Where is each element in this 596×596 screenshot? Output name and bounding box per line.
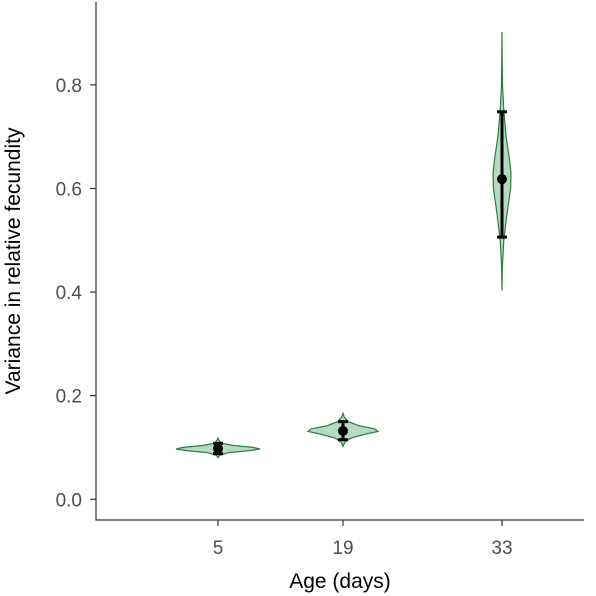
x-tick-label: 33 xyxy=(491,538,512,559)
axis-frame xyxy=(95,2,584,521)
mean-point-33 xyxy=(497,174,507,185)
y-tick-label: 0.6 xyxy=(56,179,82,200)
y-tick-label: 0.0 xyxy=(56,490,82,511)
plot-area xyxy=(175,31,512,459)
axes: 0.0 0.2 0.4 0.6 0.8 5 19 33 xyxy=(56,2,584,559)
mean-point-5 xyxy=(213,443,223,454)
x-axis-title: Age (days) xyxy=(289,570,391,593)
mean-point-19 xyxy=(338,425,348,436)
y-tick-label: 0.4 xyxy=(56,283,83,304)
y-tick-label: 0.8 xyxy=(56,76,82,97)
y-axis-title: Variance in relative fecundity xyxy=(2,127,25,394)
x-tick-label: 19 xyxy=(332,538,353,559)
x-tick-label: 5 xyxy=(213,538,224,559)
y-tick-label: 0.2 xyxy=(56,387,82,408)
